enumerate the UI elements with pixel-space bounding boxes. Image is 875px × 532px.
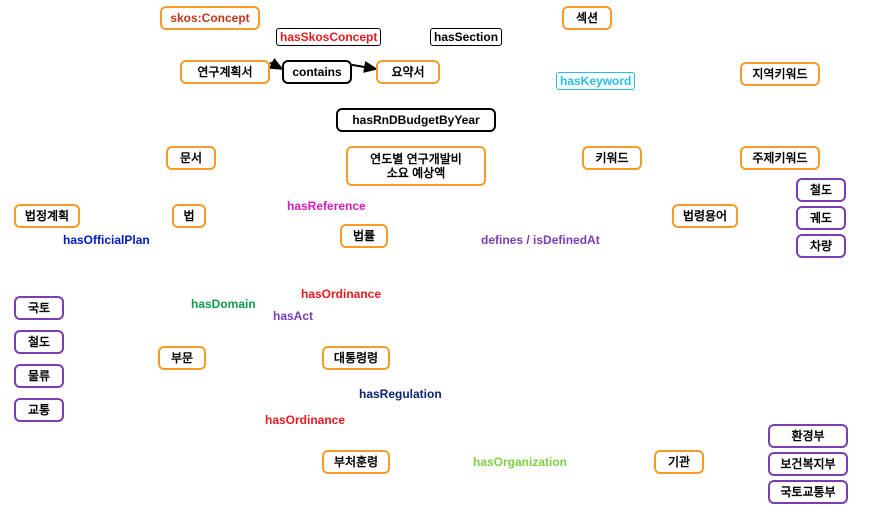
edge-label-hasDomain: hasDomain <box>188 296 259 312</box>
edge-label-hasOrd1: hasOrdinance <box>298 286 384 302</box>
node-env: 환경부 <box>768 424 848 448</box>
edge-label-defines: defines / isDefinedAt <box>478 232 603 248</box>
node-sector: 부문 <box>158 346 206 370</box>
node-act: 법률 <box>340 224 388 248</box>
node-dept: 부처훈령 <box>322 450 390 474</box>
edge-label-hasRef: hasReference <box>284 198 369 214</box>
node-areakw: 지역키워드 <box>740 62 820 86</box>
node-traf: 교통 <box>14 398 64 422</box>
node-rail2: 철도 <box>14 330 64 354</box>
node-rail: 철도 <box>796 178 846 202</box>
node-molit: 국토교통부 <box>768 480 848 504</box>
edge-label-hasKeyword: hasKeyword <box>556 72 635 90</box>
node-lawplan: 법정계획 <box>14 204 80 228</box>
edge <box>270 63 282 69</box>
node-section: 섹션 <box>562 6 612 30</box>
node-log: 물류 <box>14 364 64 388</box>
node-summary: 요약서 <box>376 60 440 84</box>
edge-label-hasOrd2: hasOrdinance <box>262 412 348 428</box>
node-keyword: 키워드 <box>582 146 642 170</box>
node-budget2: 연도별 연구개발비 소요 예상액 <box>346 146 486 186</box>
edge-label-hasOrg: hasOrganization <box>470 454 570 470</box>
node-health: 보건복지부 <box>768 452 848 476</box>
node-prez: 대통령령 <box>322 346 390 370</box>
node-law: 법 <box>172 204 206 228</box>
node-org: 기관 <box>654 450 704 474</box>
edge-label-hasSkos: hasSkosConcept <box>276 28 381 46</box>
node-plan: 연구계획서 <box>180 60 270 84</box>
node-lawterm: 법령용어 <box>672 204 738 228</box>
edge-label-hasOffPlan: hasOfficialPlan <box>60 232 153 248</box>
edge-label-hasAct: hasAct <box>270 308 316 324</box>
node-car: 차량 <box>796 234 846 258</box>
edge <box>352 65 376 69</box>
node-budget: hasRnDBudgetByYear <box>336 108 496 132</box>
edge-label-hasSection: hasSection <box>430 28 502 46</box>
node-skos: skos:Concept <box>160 6 260 30</box>
node-contains: contains <box>282 60 352 84</box>
node-land: 국토 <box>14 296 64 320</box>
edge-label-hasReg: hasRegulation <box>356 386 445 402</box>
node-track: 궤도 <box>796 206 846 230</box>
node-doc: 문서 <box>166 146 216 170</box>
node-subjkw: 주제키워드 <box>740 146 820 170</box>
